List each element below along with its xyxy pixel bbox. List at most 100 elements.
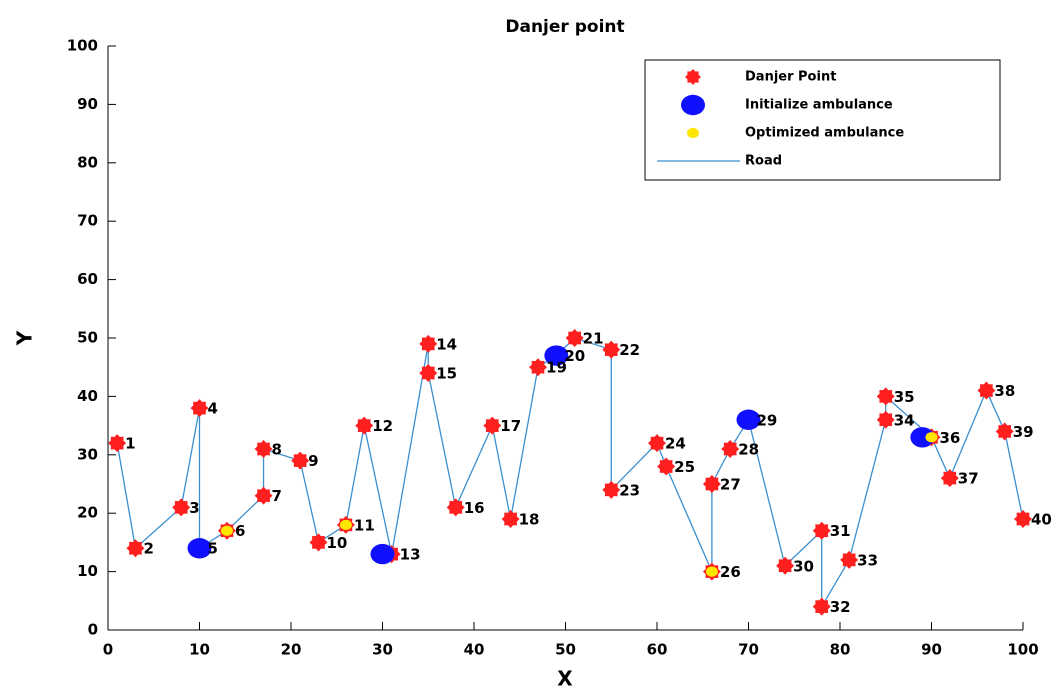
point-label: 2 xyxy=(143,540,153,558)
legend-marker xyxy=(685,69,701,85)
y-tick-label: 10 xyxy=(77,562,98,580)
legend-marker xyxy=(681,95,705,115)
y-tick-label: 80 xyxy=(77,153,98,171)
y-tick-label: 50 xyxy=(77,329,98,347)
danger-point xyxy=(877,411,895,429)
danger-point xyxy=(840,551,858,569)
danger-point xyxy=(108,434,126,452)
point-label: 6 xyxy=(235,522,245,540)
x-tick-label: 0 xyxy=(103,641,113,659)
y-tick-label: 90 xyxy=(77,95,98,113)
point-label: 23 xyxy=(619,481,640,499)
danger-point xyxy=(483,417,501,435)
point-label: 24 xyxy=(665,435,686,453)
x-tick-label: 70 xyxy=(738,641,759,659)
point-label: 14 xyxy=(436,335,457,353)
x-tick-label: 50 xyxy=(555,641,576,659)
point-label: 3 xyxy=(189,499,199,517)
point-label: 29 xyxy=(757,411,778,429)
legend-marker xyxy=(687,128,699,138)
point-label: 25 xyxy=(674,458,695,476)
danger-point xyxy=(996,422,1014,440)
y-tick-label: 30 xyxy=(77,445,98,463)
danger-point xyxy=(419,364,437,382)
danger-point xyxy=(648,434,666,452)
optimized-ambulance xyxy=(221,526,233,536)
y-tick-label: 40 xyxy=(77,387,98,405)
point-label: 18 xyxy=(519,511,540,529)
point-label: 8 xyxy=(272,440,282,458)
danger-point xyxy=(602,341,620,359)
point-label: 22 xyxy=(619,341,640,359)
chart-title: Danjer point xyxy=(505,17,624,37)
danger-point xyxy=(255,440,273,458)
danger-point xyxy=(126,539,144,557)
legend-label: Road xyxy=(745,154,782,169)
point-label: 40 xyxy=(1031,511,1052,529)
danger-point xyxy=(447,498,465,516)
optimized-ambulance xyxy=(926,432,938,442)
point-label: 39 xyxy=(1013,423,1034,441)
y-tick-label: 100 xyxy=(67,37,98,55)
danger-point xyxy=(172,498,190,516)
point-label: 34 xyxy=(894,411,915,429)
danger-point xyxy=(703,475,721,493)
point-label: 35 xyxy=(894,388,915,406)
x-tick-label: 30 xyxy=(372,641,393,659)
point-label: 10 xyxy=(326,534,347,552)
point-label: 31 xyxy=(830,522,851,540)
road-line xyxy=(117,338,1023,607)
danger-point xyxy=(255,487,273,505)
point-label: 1 xyxy=(125,435,135,453)
danger-point xyxy=(657,457,675,475)
y-axis-label: Y xyxy=(13,330,37,346)
y-tick-label: 20 xyxy=(77,504,98,522)
danger-point xyxy=(502,510,520,528)
optimized-ambulance xyxy=(340,520,352,530)
danger-point xyxy=(977,382,995,400)
initial-ambulance xyxy=(371,544,395,564)
danger-point xyxy=(1014,510,1032,528)
x-tick-label: 10 xyxy=(189,641,210,659)
optimized-ambulance xyxy=(706,567,718,577)
danger-point xyxy=(776,557,794,575)
legend-label: Optimized ambulance xyxy=(745,126,904,141)
x-tick-label: 80 xyxy=(830,641,851,659)
point-label: 17 xyxy=(500,417,521,435)
point-label: 36 xyxy=(940,429,961,447)
point-label: 28 xyxy=(738,440,759,458)
point-label: 9 xyxy=(308,452,318,470)
legend: Danjer PointInitialize ambulanceOptimize… xyxy=(645,60,1000,180)
point-label: 7 xyxy=(272,487,282,505)
point-label: 30 xyxy=(793,557,814,575)
legend-label: Initialize ambulance xyxy=(745,98,893,113)
danger-point xyxy=(602,481,620,499)
point-label: 32 xyxy=(830,598,851,616)
point-label: 16 xyxy=(464,499,485,517)
x-tick-label: 40 xyxy=(464,641,485,659)
danger-point xyxy=(419,335,437,353)
point-label: 15 xyxy=(436,365,457,383)
x-tick-label: 100 xyxy=(1007,641,1038,659)
y-tick-label: 60 xyxy=(77,270,98,288)
point-label: 4 xyxy=(208,400,218,418)
point-label: 33 xyxy=(857,551,878,569)
y-tick-label: 70 xyxy=(77,212,98,230)
x-axis-label: X xyxy=(557,667,573,691)
point-label: 21 xyxy=(583,330,604,348)
point-label: 27 xyxy=(720,476,741,494)
danger-point xyxy=(941,469,959,487)
danger-point xyxy=(721,440,739,458)
point-label: 13 xyxy=(400,546,421,564)
x-tick-label: 60 xyxy=(647,641,668,659)
chart: Danjer point X Y 01020304050607080901000… xyxy=(0,0,1062,693)
danger-point xyxy=(529,358,547,376)
point-label: 37 xyxy=(958,470,979,488)
point-label: 11 xyxy=(354,516,375,534)
x-tick-label: 90 xyxy=(921,641,942,659)
danger-point xyxy=(355,417,373,435)
danger-point xyxy=(813,522,831,540)
x-tick-label: 20 xyxy=(281,641,302,659)
danger-point xyxy=(566,329,584,347)
point-label: 26 xyxy=(720,563,741,581)
